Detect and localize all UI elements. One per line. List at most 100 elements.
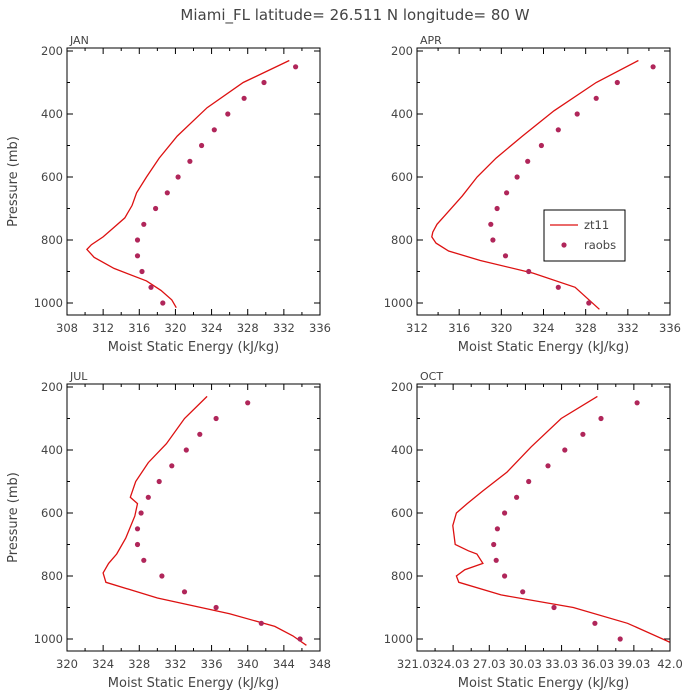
data-point-raobs	[580, 431, 586, 437]
y-tick-label: 800	[391, 569, 413, 583]
x-tick-label: 316	[448, 321, 470, 335]
y-tick-label: 200	[41, 44, 63, 58]
y-tick-label: 200	[391, 380, 413, 394]
x-tick-label: 324	[201, 321, 223, 335]
x-tick-label: 328	[128, 657, 150, 671]
data-point-raobs	[169, 463, 175, 469]
x-tick-label: 33.03	[545, 657, 578, 671]
series-line-zt11	[86, 59, 290, 309]
y-tick-label: 800	[41, 569, 63, 583]
data-point-raobs	[138, 510, 144, 516]
x-tick-label: 308	[56, 321, 78, 335]
x-tick-label: 24.03	[437, 657, 470, 671]
y-tick-label: 600	[41, 170, 63, 184]
panel-label: JUL	[69, 370, 88, 383]
x-tick-label: 324	[92, 657, 114, 671]
data-point-raobs	[261, 79, 267, 86]
data-point-raobs	[538, 142, 545, 149]
data-point-raobs	[139, 268, 145, 275]
y-axis-label: Pressure (mb)	[6, 136, 21, 227]
x-tick-label: 336	[659, 321, 681, 335]
data-point-raobs	[134, 526, 141, 532]
y-tick-label: 200	[41, 380, 63, 394]
data-point-raobs	[160, 300, 166, 306]
x-tick-label: 336	[201, 657, 223, 671]
panel-jan: JAN 200 400 600 800 1000 308 312 316 320 324 328 332…	[6, 34, 331, 355]
data-point-raobs	[614, 79, 620, 86]
data-point-raobs	[555, 127, 561, 133]
data-point-raobs	[562, 447, 568, 453]
data-point-raobs	[586, 300, 592, 306]
data-point-raobs	[183, 447, 189, 453]
data-point-raobs	[593, 95, 599, 101]
data-point-raobs	[141, 221, 147, 227]
x-tick-label: 340	[237, 657, 259, 671]
y-tick-label: 1000	[384, 296, 413, 310]
y-tick-label: 600	[391, 170, 413, 184]
x-tick-label: 324	[533, 321, 555, 335]
x-tick-label: 332	[617, 321, 639, 335]
data-point-raobs	[592, 620, 598, 626]
y-tick-label: 1000	[34, 296, 63, 310]
data-point-raobs	[197, 431, 203, 437]
data-point-raobs	[175, 174, 181, 180]
data-point-raobs	[211, 127, 217, 133]
data-point-raobs	[241, 95, 247, 101]
data-point-raobs	[164, 190, 170, 196]
data-point-raobs	[504, 190, 510, 196]
y-tick-label: 1000	[384, 632, 413, 646]
x-tick-label: 332	[273, 321, 295, 335]
data-point-raobs	[502, 510, 508, 516]
x-axis-label: Moist Static Energy (kJ/kg)	[458, 676, 629, 691]
y-tick-label: 800	[41, 233, 63, 247]
y-tick-label: 200	[391, 44, 413, 58]
figure-title: Miami_FL latitude= 26.511 N longitude= 8…	[180, 6, 529, 25]
data-point-raobs	[153, 205, 159, 212]
panel-label: JAN	[69, 34, 89, 47]
panel-label: OCT	[420, 370, 443, 383]
data-point-raobs	[293, 64, 299, 70]
data-point-raobs	[514, 174, 520, 180]
data-point-raobs	[145, 494, 151, 500]
data-point-raobs	[199, 142, 205, 149]
x-tick-label: 312	[92, 321, 114, 335]
data-point-raobs	[520, 589, 526, 595]
x-axis-label: Moist Static Energy (kJ/kg)	[108, 340, 279, 355]
data-point-raobs	[634, 400, 640, 406]
panel-jul: JUL 200 400 600 800 1000 320 324 328 332 336 340 344…	[6, 370, 331, 691]
x-tick-label: 320	[56, 657, 78, 671]
x-tick-label: 27.03	[473, 657, 506, 671]
data-point-raobs	[159, 573, 165, 579]
legend: zt11 raobs	[543, 209, 626, 262]
data-point-raobs	[213, 415, 219, 422]
panel-apr: APR 200 400 600 800 1000 312 316 320 324 328 332 336…	[384, 34, 681, 355]
x-tick-label: 39.03	[617, 657, 650, 671]
data-point-raobs	[494, 526, 500, 532]
plot-frame	[416, 47, 671, 316]
plot-frame	[66, 383, 321, 652]
data-point-raobs	[490, 237, 496, 243]
legend-box	[543, 209, 626, 262]
data-point-raobs	[134, 237, 141, 243]
x-tick-label: 336	[309, 321, 331, 335]
y-tick-label: 400	[41, 107, 63, 121]
plot-frame	[66, 47, 321, 316]
series-line-zt11	[431, 59, 639, 310]
x-tick-label: 328	[575, 321, 597, 335]
series-line-zt11	[102, 395, 307, 646]
data-point-raobs	[156, 478, 162, 485]
legend-label-raobs: raobs	[584, 238, 616, 252]
x-tick-label: 348	[309, 657, 331, 671]
y-tick-label: 600	[41, 506, 63, 520]
data-point-raobs	[598, 415, 604, 422]
data-point-raobs	[502, 573, 508, 579]
data-point-raobs	[141, 557, 147, 563]
data-point-raobs	[187, 158, 193, 164]
data-point-raobs	[181, 589, 188, 595]
x-tick-label: 30.03	[509, 657, 542, 671]
x-axis-label: Moist Static Energy (kJ/kg)	[108, 676, 279, 691]
y-axis-label: Pressure (mb)	[6, 472, 21, 563]
x-tick-label: 36.03	[581, 657, 614, 671]
data-point-raobs	[526, 478, 532, 485]
